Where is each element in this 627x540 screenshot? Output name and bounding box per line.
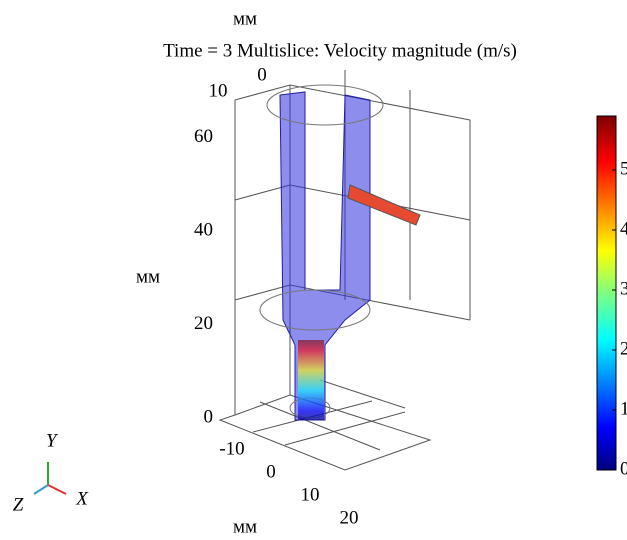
colorbar-tick-label: 0 bbox=[620, 458, 627, 479]
z-tick-label: 60 bbox=[194, 126, 213, 147]
bottom-tick-label: 20 bbox=[340, 507, 359, 528]
bottom-tick-label: 10 bbox=[301, 484, 320, 505]
title: Time = 3 Multislice: Velocity magnitude … bbox=[163, 40, 517, 61]
colorbar-tick-label: 3 bbox=[620, 278, 627, 299]
triad: Y X Z bbox=[13, 430, 89, 515]
colorbar bbox=[596, 115, 617, 471]
bottom-tick-label: 0 bbox=[266, 461, 276, 482]
colorbar-tick-label: 5 bbox=[620, 158, 627, 179]
left-unit: мм bbox=[136, 266, 160, 287]
top-tick-label: 0 bbox=[257, 64, 267, 85]
triad-x: X bbox=[75, 488, 89, 509]
z-tick-label: 0 bbox=[204, 406, 214, 427]
bottom-unit: мм bbox=[233, 516, 257, 537]
top-tick-label: 10 bbox=[209, 80, 228, 101]
z-tick-label: 40 bbox=[194, 220, 213, 241]
colorbar-tick-label: 4 bbox=[620, 218, 627, 239]
triad-z: Z bbox=[13, 494, 24, 515]
colorbar-tick-label: 2 bbox=[620, 338, 627, 359]
z-tick-label: 20 bbox=[194, 313, 213, 334]
bottom-tick-label: -10 bbox=[219, 438, 244, 459]
triad-y: Y bbox=[46, 430, 59, 451]
colorbar-tick-label: 1 bbox=[620, 398, 627, 419]
top-unit: мм bbox=[233, 8, 257, 29]
geometry bbox=[259, 84, 421, 421]
